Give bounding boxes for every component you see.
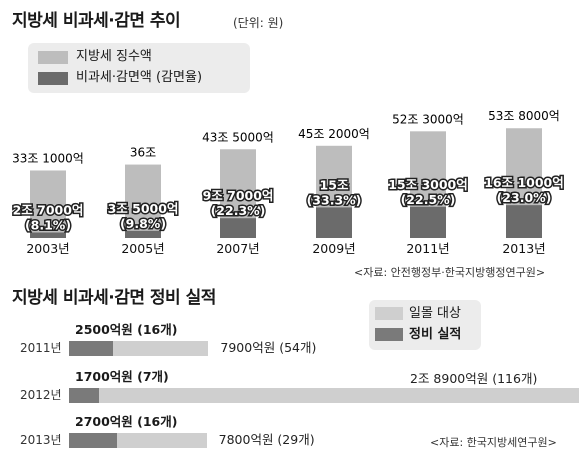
bar-exempt xyxy=(30,232,66,238)
label-exempt-rate: (33.3%) xyxy=(307,192,362,207)
legend-swatch-done xyxy=(375,328,403,341)
top-chart-title: 지방세 비과세·감면 추이 xyxy=(12,11,181,31)
label-target: 2조 8900억원 (116개) xyxy=(410,371,538,386)
legend-swatch-target xyxy=(375,307,403,320)
label-collected: 36조 xyxy=(130,146,156,160)
bottom-chart-title: 지방세 비과세·감면 정비 실적 xyxy=(12,288,216,308)
top-legend: 지방세 징수액 비과세·감면액 (감면율) xyxy=(28,43,250,93)
label-done: 2500억원 (16개) xyxy=(75,322,178,337)
bar-exempt xyxy=(410,206,446,238)
label-exempt: 15조 3000억 xyxy=(388,177,468,192)
row-year-label: 2012년 xyxy=(20,388,62,402)
bar-done xyxy=(69,388,99,403)
bar-collected xyxy=(30,170,66,238)
label-exempt-rate: (23.0%) xyxy=(497,190,552,205)
label-exempt: 3조 5000억 xyxy=(108,201,179,216)
label-collected: 33조 1000억 xyxy=(12,151,84,165)
label-collected: 52조 3000억 xyxy=(392,112,464,126)
top-chart-source: <자료: 안전행정부·한국지방행정연구원> xyxy=(354,266,546,279)
label-exempt: 9조 7000억 xyxy=(203,188,274,203)
legend-swatch-exempt xyxy=(38,72,68,85)
label-exempt: 2조 7000억 xyxy=(13,202,84,217)
label-exempt-rate: (22.5%) xyxy=(401,192,456,207)
label-done: 2700억원 (16개) xyxy=(75,414,178,429)
year-label: 2005년 xyxy=(121,241,164,256)
bottom-legend: 일몰 대상 정비 실적 xyxy=(369,300,481,350)
label-exempt-rate: (8.1%) xyxy=(25,217,71,232)
year-label: 2011년 xyxy=(406,241,449,256)
bar-done xyxy=(69,433,117,448)
year-label: 2009년 xyxy=(312,241,355,256)
label-collected: 45조 2000억 xyxy=(298,127,370,141)
legend-swatch-collected xyxy=(38,51,68,64)
bar-target xyxy=(69,388,579,403)
bar-exempt xyxy=(316,207,352,238)
year-label: 2013년 xyxy=(502,241,545,256)
row-year-label: 2011년 xyxy=(20,341,62,355)
row-year-label: 2013년 xyxy=(20,433,62,447)
legend-label-done: 정비 실적 xyxy=(409,327,462,342)
bar-exempt xyxy=(220,218,256,238)
bar-collected xyxy=(125,164,161,238)
label-done: 1700억원 (7개) xyxy=(75,369,169,384)
top-chart-unit: (단위: 원) xyxy=(233,16,284,30)
bottom-chart-source: <자료: 한국지방세연구원> xyxy=(430,436,557,449)
bar-exempt xyxy=(506,205,542,238)
label-exempt-rate: (22.3%) xyxy=(211,203,266,218)
label-collected: 53조 8000억 xyxy=(488,109,560,123)
legend-label-target: 일몰 대상 xyxy=(409,306,461,321)
label-collected: 43조 5000억 xyxy=(202,130,274,144)
label-exempt: 16조 1000억 xyxy=(484,175,564,190)
year-label: 2003년 xyxy=(26,241,69,256)
label-target: 7900억원 (54개) xyxy=(220,340,317,355)
legend-label-exempt: 비과세·감면액 (감면율) xyxy=(76,70,203,85)
bar-done xyxy=(69,341,114,356)
label-exempt-rate: (9.8%) xyxy=(120,216,166,231)
legend-label-collected: 지방세 징수액 xyxy=(76,49,152,64)
bar-exempt xyxy=(125,230,161,238)
label-exempt: 15조 xyxy=(320,177,349,192)
label-target: 7800억원 (29개) xyxy=(218,432,315,447)
year-label: 2007년 xyxy=(216,241,259,256)
